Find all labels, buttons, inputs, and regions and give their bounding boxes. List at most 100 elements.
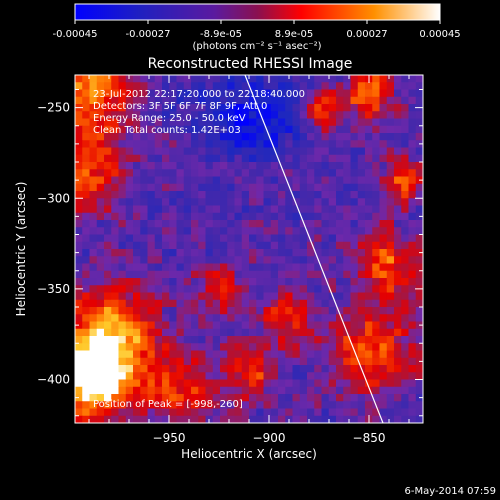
heatmap-cell <box>111 321 119 330</box>
heatmap-cell <box>82 82 90 90</box>
heatmap-cell <box>321 140 330 148</box>
heatmap-cell <box>270 307 279 315</box>
heatmap-cell <box>125 336 134 344</box>
heatmap-cell <box>386 365 395 373</box>
heatmap-cell <box>89 278 98 286</box>
heatmap-cell <box>394 241 402 250</box>
heatmap-cell <box>321 263 330 272</box>
heatmap-cell <box>75 125 83 134</box>
y-axis: −250−300−350−400 <box>37 89 423 417</box>
heatmap-cell <box>292 241 301 250</box>
heatmap-cell <box>75 82 83 90</box>
heatmap-cell <box>357 408 366 417</box>
heatmap-cell <box>154 140 163 148</box>
heatmap-cell <box>191 372 199 380</box>
heatmap-cell <box>125 104 134 112</box>
y-tick-label: −400 <box>37 373 70 387</box>
heatmap-cell <box>307 162 315 170</box>
heatmap-cell <box>336 350 344 359</box>
heatmap-cell <box>82 89 90 98</box>
heatmap-cell <box>147 350 156 359</box>
heatmap-cell <box>234 292 243 301</box>
heatmap-cell <box>75 401 83 409</box>
heatmap-cell <box>241 82 250 90</box>
heatmap-cell <box>401 357 409 366</box>
heatmap-cell <box>140 314 148 322</box>
heatmap-cell <box>372 205 380 214</box>
heatmap-cell <box>379 169 388 177</box>
heatmap-cell <box>357 82 366 90</box>
heatmap-cell <box>386 140 395 148</box>
heatmap-cell <box>285 350 293 359</box>
heatmap-cell <box>299 234 308 243</box>
heatmap-cell <box>241 75 250 83</box>
heatmap-cell <box>343 307 351 315</box>
heatmap-cell <box>328 328 337 337</box>
heatmap-cell <box>336 415 344 423</box>
heatmap-cell <box>408 183 417 192</box>
heatmap-cell <box>227 357 235 366</box>
heatmap-cell <box>140 241 148 250</box>
heatmap-cell <box>212 212 221 221</box>
heatmap-cell <box>140 191 148 199</box>
heatmap-cell <box>401 104 409 112</box>
heatmap-cell <box>394 220 402 228</box>
heatmap-cell <box>118 183 127 192</box>
heatmap-cell <box>372 307 380 315</box>
heatmap-cell <box>183 307 192 315</box>
heatmap-cell <box>104 357 112 366</box>
heatmap-cell <box>263 118 272 127</box>
heatmap-cell <box>75 162 83 170</box>
heatmap-cell <box>386 292 395 301</box>
heatmap-cell <box>278 372 286 380</box>
heatmap-cell <box>372 96 380 105</box>
heatmap-cell <box>336 321 344 330</box>
heatmap-cell <box>191 169 199 177</box>
heatmap-cell <box>133 205 141 214</box>
heatmap-cell <box>299 357 308 366</box>
heatmap-cell <box>415 379 423 388</box>
heatmap-cell <box>394 321 402 330</box>
heatmap-cell <box>394 183 402 192</box>
heatmap-cell <box>394 205 402 214</box>
heatmap-cell <box>270 220 279 228</box>
heatmap-cell <box>328 162 337 170</box>
heatmap-cell <box>220 343 228 351</box>
heatmap-cell <box>176 169 185 177</box>
heatmap-cell <box>140 285 148 293</box>
heatmap-cell <box>111 241 119 250</box>
heatmap-cell <box>176 104 185 112</box>
heatmap-cell <box>357 140 366 148</box>
heatmap-cell <box>249 401 257 409</box>
heatmap-cell <box>321 133 330 141</box>
heatmap-cell <box>227 256 235 264</box>
heatmap-cell <box>401 111 409 119</box>
heatmap-cell <box>125 285 134 293</box>
heatmap-cell <box>227 343 235 351</box>
heatmap-cell <box>169 125 177 134</box>
heatmap-cell <box>89 183 98 192</box>
heatmap-cell <box>205 133 214 141</box>
heatmap-cell <box>220 205 228 214</box>
heatmap-cell <box>270 379 279 388</box>
heatmap-cell <box>299 372 308 380</box>
heatmap-cell <box>176 263 185 272</box>
heatmap-cell <box>386 299 395 308</box>
heatmap-cell <box>263 162 272 170</box>
heatmap-cell <box>365 147 373 156</box>
heatmap-cell <box>278 191 286 199</box>
heatmap-cell <box>357 75 366 83</box>
heatmap-cell <box>133 350 141 359</box>
heatmap-cell <box>285 278 293 286</box>
heatmap-cell <box>365 241 373 250</box>
heatmap-cell <box>249 220 257 228</box>
peak-position-label: Position of Peak = [-998,-260] <box>93 399 243 410</box>
heatmap-cell <box>394 125 402 134</box>
heatmap-cell <box>321 357 330 366</box>
heatmap-cell <box>176 191 185 199</box>
heatmap-cell <box>176 386 185 395</box>
heatmap-cell <box>263 125 272 134</box>
heatmap-cell <box>125 183 134 192</box>
heatmap-cell <box>328 321 337 330</box>
heatmap-cell <box>169 162 177 170</box>
